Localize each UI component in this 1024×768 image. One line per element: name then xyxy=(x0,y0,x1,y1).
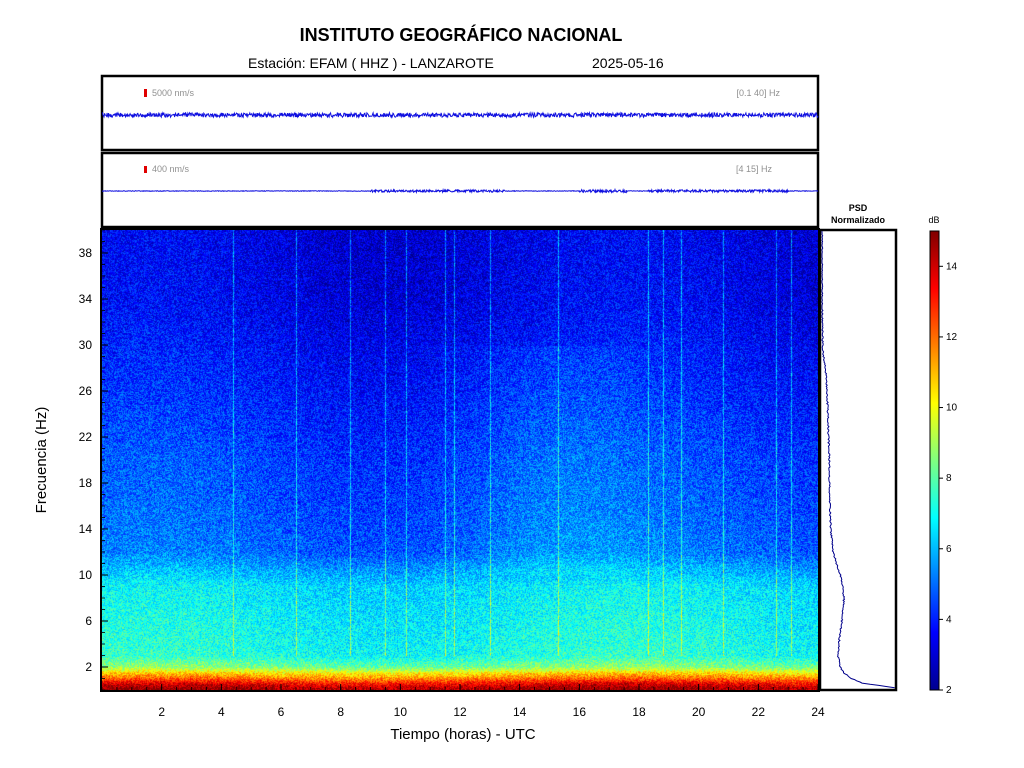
colorbar-tick-label: 14 xyxy=(946,261,958,272)
spectrogram-heatmap xyxy=(102,230,818,690)
seismogram-trace-broadband xyxy=(102,110,819,119)
station-label: Estación: EFAM ( HHZ ) - LANZAROTE xyxy=(248,55,494,71)
y-axis-label: Frecuencia (Hz) xyxy=(33,407,50,514)
figure-title: INSTITUTO GEOGRÁFICO NACIONAL xyxy=(299,25,623,45)
x-axis-label: Tiempo (horas) - UTC xyxy=(390,726,535,743)
seismogram-broadband-panel: 5000 nm/s [0.1 40] Hz xyxy=(100,74,820,152)
x-tick-label: 6 xyxy=(278,705,285,719)
y-tick-label: 14 xyxy=(79,522,93,536)
scale-bar-broadband xyxy=(144,89,147,97)
psd-title-line2: Normalizado xyxy=(831,215,886,225)
colorbar-tick-label: 4 xyxy=(946,614,952,625)
colorbar-gradient xyxy=(929,230,940,691)
x-tick-label: 22 xyxy=(752,705,766,719)
date-label: 2025-05-16 xyxy=(592,55,664,71)
band-label-filtered: [4 15] Hz xyxy=(736,164,773,174)
seismogram-trace-filtered xyxy=(102,187,819,195)
colorbar-tick-label: 10 xyxy=(946,403,958,414)
psd-frame xyxy=(818,228,898,692)
psd-title-line1: PSD xyxy=(849,203,868,213)
spectrogram-panel: 2 4 6 8 10 12 14 16 18 20 22 24 261014182226303438 … xyxy=(33,228,825,743)
y-tick-label: 10 xyxy=(79,568,93,582)
x-tick-label: 12 xyxy=(453,705,467,719)
band-label-broadband: [0.1 40] Hz xyxy=(736,88,780,98)
x-axis: 2 4 6 8 10 12 14 16 18 20 22 24 xyxy=(101,684,825,719)
x-tick-label: 18 xyxy=(632,705,646,719)
colorbar-tick-label: 12 xyxy=(946,332,958,343)
y-tick-label: 26 xyxy=(79,384,93,398)
psd-line xyxy=(821,231,895,689)
x-tick-label: 10 xyxy=(394,705,408,719)
y-tick-label: 22 xyxy=(79,430,93,444)
scale-label-broadband: 5000 nm/s xyxy=(152,88,195,98)
y-tick-label: 38 xyxy=(79,246,93,260)
psd-panel: PSD Normalizado xyxy=(818,203,898,692)
x-tick-label: 20 xyxy=(692,705,706,719)
x-tick-label: 2 xyxy=(158,705,165,719)
y-tick-label: 34 xyxy=(79,292,93,306)
y-tick-label: 18 xyxy=(79,476,93,490)
x-tick-label: 4 xyxy=(218,705,225,719)
x-tick-label: 14 xyxy=(513,705,527,719)
y-tick-label: 2 xyxy=(85,660,92,674)
seismogram-filtered-frame xyxy=(100,151,820,229)
colorbar-label: dB xyxy=(928,215,939,225)
seismogram-filtered-panel: 400 nm/s [4 15] Hz xyxy=(100,151,820,229)
scale-bar-filtered xyxy=(144,166,147,173)
colorbar-tick-label: 2 xyxy=(946,685,952,696)
y-tick-label: 30 xyxy=(79,338,93,352)
scale-label-filtered: 400 nm/s xyxy=(152,164,190,174)
spectrogram-image-holder xyxy=(102,230,818,690)
x-tick-label: 16 xyxy=(573,705,587,719)
colorbar-tick-label: 8 xyxy=(946,473,952,484)
x-tick-label: 8 xyxy=(337,705,344,719)
colorbar-ticks: 2 4 6 8 10 12 14 xyxy=(939,261,958,696)
colorbar-tick-label: 6 xyxy=(946,544,952,555)
y-tick-label: 6 xyxy=(85,614,92,628)
x-tick-label: 24 xyxy=(811,705,825,719)
colorbar: dB 2 4 6 8 10 12 14 xyxy=(928,215,957,696)
